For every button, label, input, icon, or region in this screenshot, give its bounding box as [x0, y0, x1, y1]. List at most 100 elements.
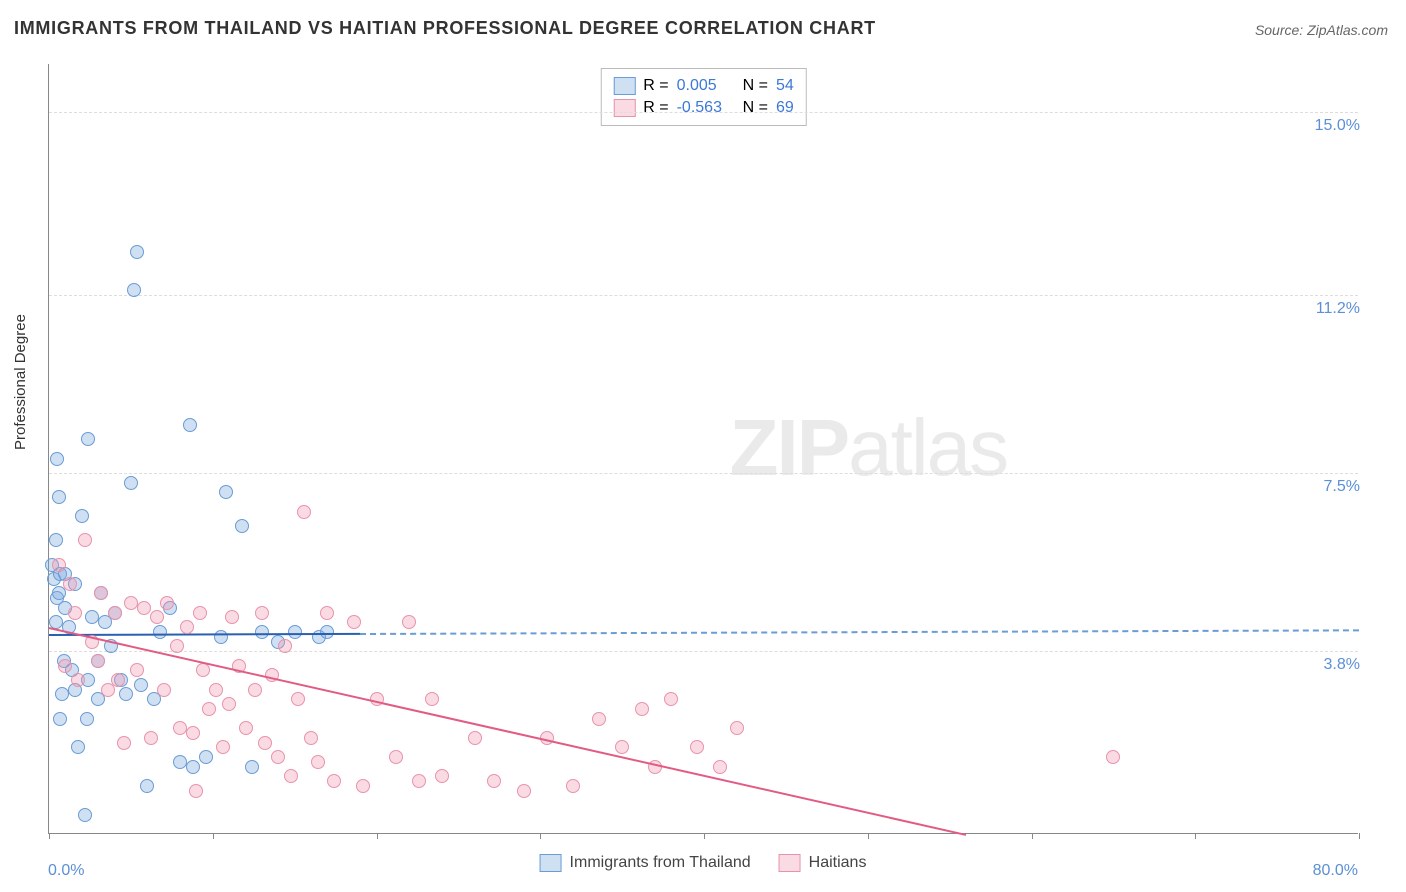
- scatter-point: [189, 784, 203, 798]
- correlation-legend: R =0.005N =54R = -0.563 N = 69: [600, 68, 806, 126]
- scatter-point: [271, 750, 285, 764]
- y-tick-label: 3.8%: [1322, 656, 1362, 674]
- x-axis-min-label: 0.0%: [48, 862, 84, 880]
- scatter-point: [216, 740, 230, 754]
- scatter-point: [71, 673, 85, 687]
- watermark: ZIPatlas: [730, 402, 1007, 494]
- legend-row: R =0.005N =54: [613, 75, 793, 97]
- x-tick: [868, 833, 869, 839]
- scatter-point: [173, 755, 187, 769]
- scatter-point: [291, 692, 305, 706]
- legend-swatch: [613, 77, 635, 95]
- x-tick: [377, 833, 378, 839]
- scatter-point: [153, 625, 167, 639]
- scatter-point: [124, 596, 138, 610]
- series-legend: Immigrants from Thailand Haitians: [540, 854, 867, 872]
- series-name: Haitians: [809, 854, 867, 872]
- scatter-point: [58, 659, 72, 673]
- scatter-point: [52, 490, 66, 504]
- scatter-point: [356, 779, 370, 793]
- legend-row: R = -0.563 N = 69: [613, 97, 793, 119]
- legend-r-prefix: R =: [643, 97, 668, 119]
- x-tick: [1359, 833, 1360, 839]
- source-label: Source: ZipAtlas.com: [1255, 22, 1388, 38]
- scatter-point: [412, 774, 426, 788]
- scatter-point: [284, 769, 298, 783]
- gridline: [49, 651, 1358, 652]
- scatter-point: [347, 615, 361, 629]
- scatter-point: [80, 712, 94, 726]
- scatter-point: [278, 639, 292, 653]
- scatter-point: [49, 533, 63, 547]
- legend-n-value: 69: [776, 97, 794, 119]
- scatter-point: [635, 702, 649, 716]
- x-tick: [1032, 833, 1033, 839]
- scatter-point: [117, 736, 131, 750]
- scatter-point: [85, 610, 99, 624]
- scatter-point: [75, 509, 89, 523]
- scatter-point: [119, 687, 133, 701]
- scatter-point: [1106, 750, 1120, 764]
- chart-container: IMMIGRANTS FROM THAILAND VS HAITIAN PROF…: [0, 0, 1406, 892]
- scatter-point: [63, 577, 77, 591]
- scatter-point: [127, 283, 141, 297]
- scatter-point: [50, 452, 64, 466]
- y-axis-label: Professional Degree: [12, 314, 29, 450]
- legend-n-prefix: N =: [743, 75, 768, 97]
- gridline: [49, 473, 1358, 474]
- scatter-point: [327, 774, 341, 788]
- scatter-point: [134, 678, 148, 692]
- scatter-point: [196, 663, 210, 677]
- scatter-point: [248, 683, 262, 697]
- scatter-point: [130, 245, 144, 259]
- scatter-point: [235, 519, 249, 533]
- scatter-point: [124, 476, 138, 490]
- scatter-point: [713, 760, 727, 774]
- scatter-point: [160, 596, 174, 610]
- scatter-point: [245, 760, 259, 774]
- legend-n-prefix: N =: [743, 97, 768, 119]
- scatter-point: [71, 740, 85, 754]
- series-legend-item: Immigrants from Thailand: [540, 854, 751, 872]
- scatter-point: [592, 712, 606, 726]
- scatter-point: [304, 731, 318, 745]
- legend-swatch: [779, 854, 801, 872]
- plot-area: ZIPatlas R =0.005N =54R =-0.563N =69 3.8…: [48, 64, 1358, 834]
- scatter-point: [199, 750, 213, 764]
- scatter-point: [425, 692, 439, 706]
- scatter-point: [214, 630, 228, 644]
- y-tick-label: 7.5%: [1322, 478, 1362, 496]
- scatter-point: [81, 432, 95, 446]
- scatter-point: [239, 721, 253, 735]
- scatter-point: [68, 606, 82, 620]
- scatter-point: [150, 610, 164, 624]
- scatter-point: [297, 505, 311, 519]
- scatter-point: [137, 601, 151, 615]
- scatter-point: [186, 760, 200, 774]
- legend-r-prefix: R =: [643, 75, 668, 97]
- scatter-point: [487, 774, 501, 788]
- scatter-point: [255, 625, 269, 639]
- scatter-point: [615, 740, 629, 754]
- scatter-point: [664, 692, 678, 706]
- scatter-point: [78, 533, 92, 547]
- scatter-point: [193, 606, 207, 620]
- scatter-point: [130, 663, 144, 677]
- x-tick: [540, 833, 541, 839]
- scatter-point: [517, 784, 531, 798]
- legend-r-value: -0.563: [677, 97, 735, 119]
- scatter-point: [144, 731, 158, 745]
- scatter-point: [288, 625, 302, 639]
- scatter-point: [730, 721, 744, 735]
- scatter-point: [53, 712, 67, 726]
- scatter-point: [202, 702, 216, 716]
- gridline: [49, 112, 1358, 113]
- scatter-point: [209, 683, 223, 697]
- scatter-point: [78, 808, 92, 822]
- scatter-point: [186, 726, 200, 740]
- scatter-point: [157, 683, 171, 697]
- scatter-point: [566, 779, 580, 793]
- scatter-point: [311, 755, 325, 769]
- legend-swatch: [540, 854, 562, 872]
- scatter-point: [170, 639, 184, 653]
